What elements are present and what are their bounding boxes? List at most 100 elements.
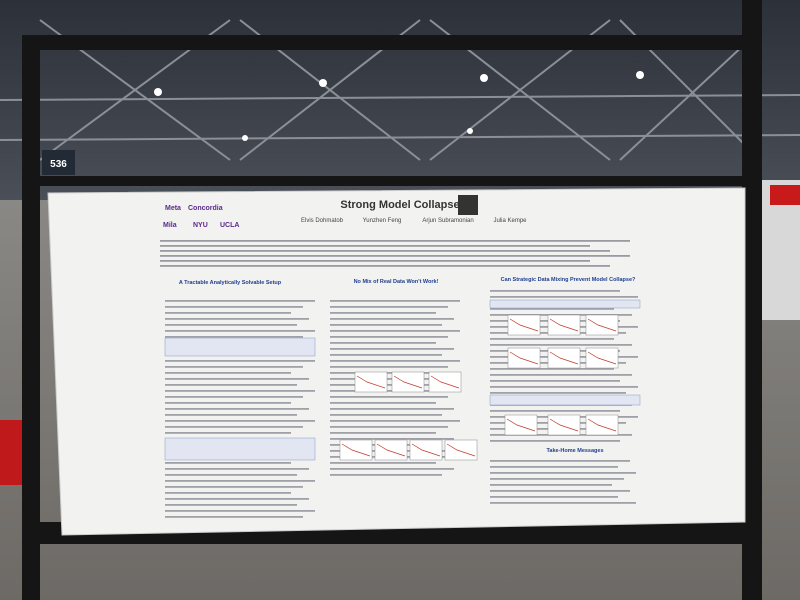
text-line <box>165 426 303 428</box>
plot-curve <box>587 418 617 432</box>
text-line <box>165 492 291 494</box>
plot-curve <box>446 443 476 457</box>
plot-curve <box>341 443 371 457</box>
text-line <box>330 414 442 416</box>
text-line <box>490 290 620 292</box>
plot-curve <box>509 318 539 332</box>
highlight-box <box>164 337 316 357</box>
text-line <box>490 472 636 474</box>
text-line <box>490 496 618 498</box>
text-line <box>490 392 626 394</box>
text-line <box>165 498 309 500</box>
text-line <box>330 366 448 368</box>
plot-curve <box>356 375 386 389</box>
plot <box>339 439 373 461</box>
text-line <box>330 342 436 344</box>
logo: NYU <box>193 222 208 229</box>
text-line <box>330 408 454 410</box>
plot-curve <box>587 318 617 332</box>
text-line <box>165 420 315 422</box>
logo: Meta <box>165 205 181 212</box>
text-line <box>330 324 442 326</box>
poster-title: Strong Model Collapse <box>340 199 459 211</box>
text-line <box>490 490 630 492</box>
plot <box>391 371 425 393</box>
author: Julia Kempe <box>493 218 527 224</box>
ceiling-lights <box>154 71 644 141</box>
text-line <box>165 324 297 326</box>
plot-curve <box>587 351 617 365</box>
plot <box>504 414 538 436</box>
plot-curve <box>411 443 441 457</box>
text-line <box>165 462 291 464</box>
text-line <box>330 402 436 404</box>
text-line <box>490 502 636 504</box>
text-line <box>165 306 303 308</box>
plot <box>547 347 581 369</box>
plot-curve <box>393 375 423 389</box>
logo: UCLA <box>220 222 239 229</box>
plot-curve <box>549 351 579 365</box>
text-line <box>490 484 612 486</box>
text-line <box>490 344 632 346</box>
text-line <box>165 516 303 518</box>
text-line <box>330 420 460 422</box>
text-line <box>490 296 638 298</box>
logo: Mila <box>163 222 177 229</box>
text-line <box>330 300 460 302</box>
text-line <box>490 374 632 376</box>
text-line <box>490 380 620 382</box>
poster-body <box>160 240 641 518</box>
plot <box>507 347 541 369</box>
text-line <box>165 504 297 506</box>
plot <box>547 414 581 436</box>
qr-code <box>458 195 478 215</box>
plot <box>409 439 443 461</box>
text-line <box>165 468 309 470</box>
text-line <box>330 438 454 440</box>
highlight-box <box>164 437 316 461</box>
plot-curve <box>549 318 579 332</box>
text-line <box>490 386 638 388</box>
text-line <box>330 318 454 320</box>
plot-curve <box>509 351 539 365</box>
text-line <box>165 300 315 302</box>
text-line <box>330 474 442 476</box>
text-line <box>490 308 614 310</box>
text-line <box>330 426 448 428</box>
text-line <box>165 372 291 374</box>
section-heading: Can Strategic Data Mixing Prevent Model … <box>501 277 636 283</box>
text-line <box>330 360 460 362</box>
text-line <box>165 402 291 404</box>
text-line <box>165 378 309 380</box>
text-line <box>165 480 315 482</box>
plot <box>354 371 388 393</box>
text-line <box>330 330 460 332</box>
plot <box>547 314 581 336</box>
booth-sign <box>42 150 75 175</box>
plot <box>428 371 462 393</box>
text-line <box>490 368 614 370</box>
text-line <box>490 478 624 480</box>
section-heading: A Tractable Analytically Solvable Setup <box>179 280 282 286</box>
plot <box>585 414 619 436</box>
text-line <box>165 510 315 512</box>
plot-curve <box>430 375 460 389</box>
text-line <box>490 338 614 340</box>
text-line <box>165 384 297 386</box>
logo: Concordia <box>188 205 223 212</box>
text-line <box>165 390 315 392</box>
text-line <box>160 250 610 252</box>
text-line <box>165 360 315 362</box>
text-line <box>490 466 618 468</box>
text-line <box>330 312 436 314</box>
text-line <box>330 348 454 350</box>
text-line <box>490 440 620 442</box>
text-line <box>160 260 590 262</box>
text-line <box>490 410 620 412</box>
text-line <box>330 354 442 356</box>
text-line <box>165 414 297 416</box>
text-line <box>165 396 303 398</box>
plot <box>585 314 619 336</box>
